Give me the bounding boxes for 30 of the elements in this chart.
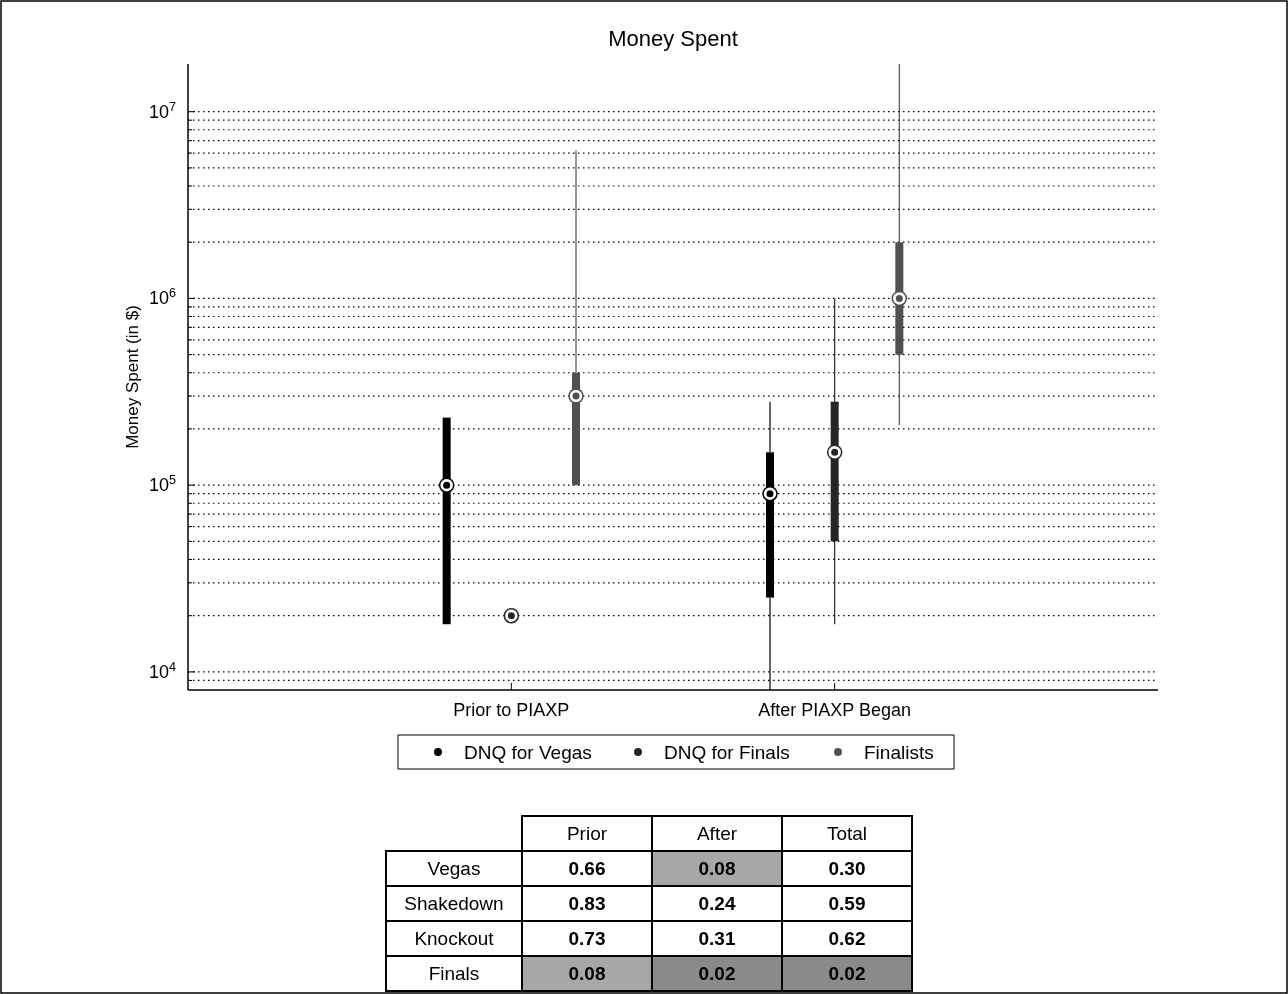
data-label: 0.24 <box>698 893 736 914</box>
y-tick-label: Knockout <box>414 928 495 949</box>
data-label: 0.02 <box>828 963 866 984</box>
y-tick-label: Vegas <box>427 858 481 879</box>
y-tick-label: 10$^{7}$ <box>148 99 176 122</box>
x-tick-label: After PIAXP Began <box>758 700 912 720</box>
data-label: 0.31 <box>698 928 736 949</box>
data-label: 0.73 <box>568 928 606 949</box>
x-tick-label: Prior <box>566 823 608 844</box>
data-label: 0.08 <box>698 858 736 879</box>
data-label: 0.59 <box>828 893 866 914</box>
y-tick-label: 10$^{4}$ <box>148 659 176 682</box>
data-label: 0.08 <box>568 963 606 984</box>
legend-label: Finalists <box>864 742 934 763</box>
y-tick-label: Shakedown <box>404 893 504 914</box>
legend-label: DNQ for Vegas <box>464 742 592 763</box>
x-tick-label: Prior to PIAXP <box>453 700 570 720</box>
y-tick-label: 10$^{6}$ <box>148 286 176 309</box>
y-axis-title: Money Spent (in $) <box>123 305 142 449</box>
data-label: 0.30 <box>828 858 866 879</box>
x-tick-label: Total <box>826 823 868 844</box>
data-label: 0.62 <box>828 928 866 949</box>
y-tick-label: Finals <box>428 963 480 984</box>
y-tick-label: 10$^{5}$ <box>148 473 176 496</box>
data-label: 0.83 <box>568 893 606 914</box>
chart-title: Money Spent <box>608 26 738 51</box>
data-label: 0.66 <box>568 858 606 879</box>
data-label: 0.02 <box>698 963 736 984</box>
x-tick-label: After <box>696 823 738 844</box>
legend-label: DNQ for Finals <box>664 742 790 763</box>
